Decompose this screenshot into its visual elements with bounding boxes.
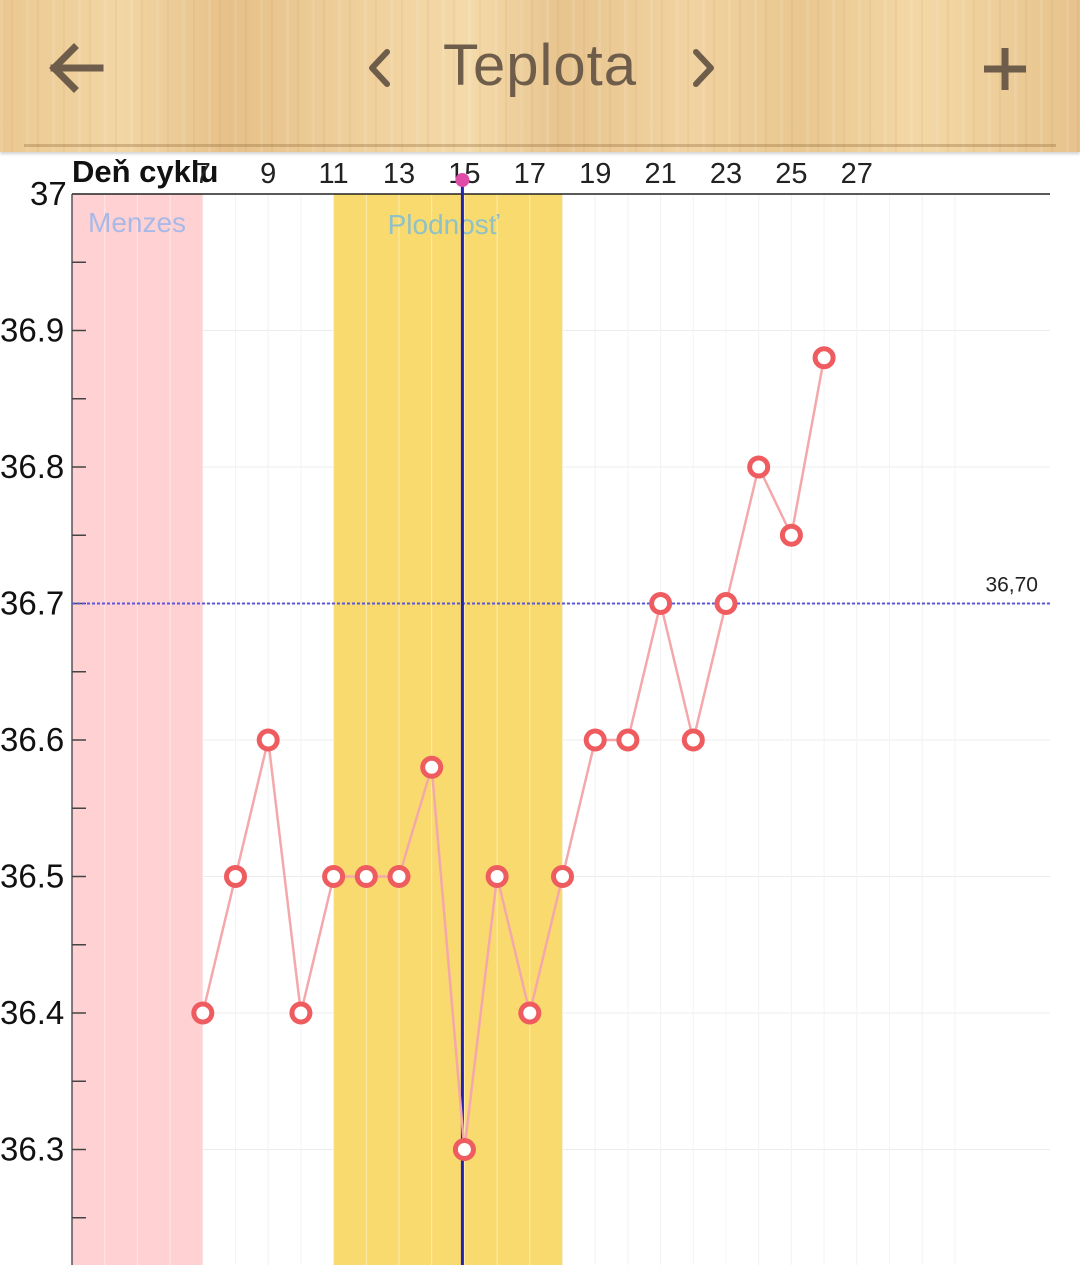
y-tick-label: 36.5 — [0, 858, 64, 895]
back-button[interactable] — [30, 26, 120, 116]
y-tick-label: 36.4 — [0, 994, 64, 1031]
temperature-point[interactable] — [322, 865, 346, 888]
x-tick-label: 25 — [775, 158, 807, 190]
band-label: Menzes — [88, 207, 186, 238]
arrow-left-icon — [49, 43, 104, 93]
x-tick-label: 23 — [710, 158, 742, 190]
x-tick-label: 13 — [383, 158, 415, 190]
y-tick-label: 36.9 — [0, 312, 64, 349]
temperature-point[interactable] — [518, 1001, 542, 1025]
temperature-point[interactable] — [191, 1001, 215, 1025]
x-axis-title: Deň cyklu — [72, 154, 218, 189]
current-day-marker[interactable] — [455, 173, 470, 187]
x-tick-label: 11 — [319, 158, 349, 190]
chevron-right-icon — [693, 49, 714, 87]
y-tick-label: 37 — [30, 175, 67, 212]
reference-line-label: 36,70 — [985, 574, 1038, 597]
x-tick-label: 19 — [579, 158, 611, 190]
temperature-point[interactable] — [616, 728, 640, 752]
temperature-point[interactable] — [583, 728, 607, 752]
x-tick-label: 21 — [644, 158, 676, 190]
add-button[interactable] — [960, 26, 1050, 116]
y-tick-label: 36.8 — [0, 448, 64, 485]
temperature-point[interactable] — [387, 865, 411, 888]
band-fertility — [333, 194, 563, 1265]
header-divider — [24, 144, 1056, 147]
temperature-point[interactable] — [779, 523, 803, 547]
chevron-left-icon — [369, 49, 390, 87]
y-tick-label: 36.6 — [0, 721, 64, 758]
temperature-point[interactable] — [289, 1001, 313, 1025]
temperature-point[interactable] — [420, 755, 444, 779]
x-tick-label: 27 — [841, 158, 873, 190]
temperature-point[interactable] — [354, 865, 378, 888]
temperature-point[interactable] — [256, 728, 280, 752]
y-tick-label: 36.7 — [0, 585, 64, 622]
temperature-line — [201, 357, 826, 1150]
band-label: Plodnosť — [388, 209, 500, 240]
app-header: Teplota — [0, 0, 1080, 152]
temperature-point[interactable] — [812, 346, 836, 370]
x-tick-label: 17 — [514, 158, 546, 190]
temperature-point[interactable] — [681, 728, 705, 752]
x-tick-label: 7 — [195, 158, 211, 190]
band-menses — [72, 194, 203, 1265]
temperature-point[interactable] — [551, 865, 574, 888]
plus-icon — [984, 48, 1026, 90]
x-tick-label: 9 — [260, 158, 276, 190]
temperature-point[interactable] — [649, 592, 673, 615]
temperature-point[interactable] — [747, 455, 771, 479]
temperature-point[interactable] — [714, 592, 738, 615]
next-cycle-button[interactable] — [660, 26, 750, 116]
temperature-point[interactable] — [452, 1138, 476, 1161]
page-title: Teplota — [442, 33, 638, 98]
temperature-point[interactable] — [485, 865, 509, 888]
previous-cycle-button[interactable] — [335, 26, 425, 116]
y-tick-label: 36.3 — [0, 1131, 64, 1168]
temperature-point[interactable] — [224, 865, 247, 888]
